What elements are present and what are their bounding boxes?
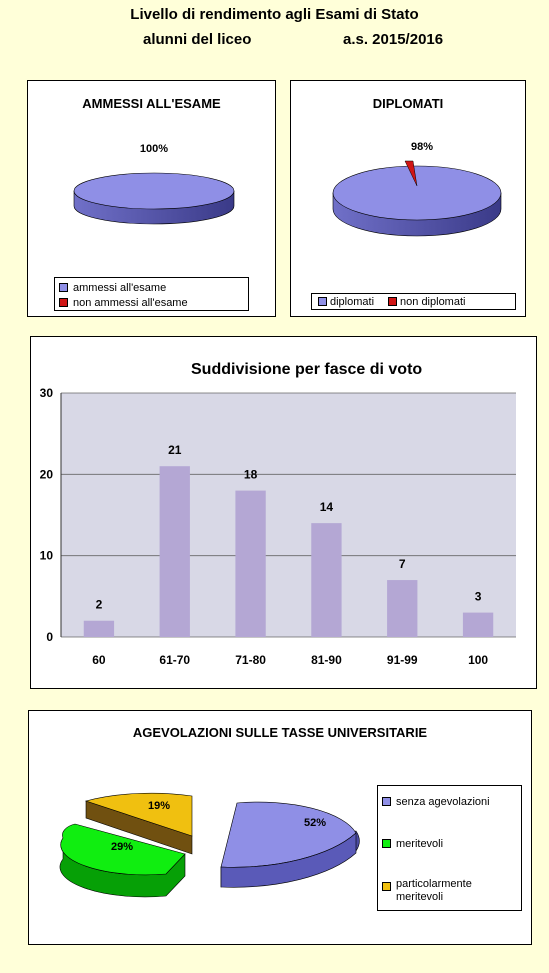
legend-label: senza agevolazioni bbox=[396, 795, 490, 808]
x-tick-label: 81-90 bbox=[311, 653, 342, 667]
bar bbox=[235, 490, 266, 637]
chart-title: AMMESSI ALL'ESAME bbox=[82, 96, 221, 111]
y-tick-label: 20 bbox=[40, 467, 54, 481]
legend-swatch bbox=[388, 297, 398, 306]
non-diplomati-slice bbox=[404, 160, 418, 187]
particolarmente-data-label: 19% bbox=[148, 800, 170, 812]
ammessi-pie-svg: 100% bbox=[73, 143, 235, 225]
bar-data-label: 3 bbox=[475, 590, 482, 604]
diplomati-data-label: 98% bbox=[411, 141, 433, 153]
diplomati-chart-panel: DIPLOMATI 98% diplomati non diplomati bbox=[290, 80, 526, 317]
legend-label: diplomati bbox=[330, 295, 375, 308]
plot-area bbox=[61, 393, 516, 637]
page-title: Livello di rendimento agli Esami di Stat… bbox=[130, 6, 419, 23]
legend-label: non diplomati bbox=[400, 295, 466, 308]
x-tick-label: 61-70 bbox=[159, 653, 190, 667]
diplomati-legend: diplomati non diplomati bbox=[311, 293, 516, 310]
x-tick-label: 91-99 bbox=[387, 653, 418, 667]
y-tick-label: 0 bbox=[46, 630, 53, 644]
legend-swatch bbox=[59, 298, 68, 307]
senza-agevolazioni-slice-front bbox=[220, 832, 357, 888]
legend-item: senza agevolazioni bbox=[378, 794, 490, 809]
bar-data-label: 18 bbox=[244, 468, 258, 482]
voto-bar-svg: 0 10 20 30 2 60 21 61-70 18 71-80 14 81-90 7 91-99 3 10… bbox=[40, 386, 516, 667]
legend-label: particolarmente meritevoli bbox=[396, 878, 472, 903]
bar bbox=[83, 620, 115, 637]
x-tick-label: 71-80 bbox=[235, 653, 266, 667]
bar-data-label: 2 bbox=[96, 598, 103, 612]
x-tick-label: 100 bbox=[468, 653, 488, 667]
legend-label: non ammessi all'esame bbox=[73, 296, 188, 309]
legend-swatch bbox=[382, 797, 391, 806]
bar bbox=[387, 580, 418, 637]
bar bbox=[462, 612, 494, 637]
y-tick-label: 10 bbox=[40, 549, 54, 563]
subtitle-right: a.s. 2015/2016 bbox=[343, 31, 444, 48]
agevolazioni-pie-svg: 52% 29% 19% bbox=[59, 792, 360, 898]
legend-label: meritevoli bbox=[396, 837, 444, 850]
chart-title: DIPLOMATI bbox=[372, 96, 444, 111]
ammessi-chart-panel: AMMESSI ALL'ESAME 100% ammessi all'esame… bbox=[27, 80, 276, 317]
y-tick-label: 30 bbox=[40, 386, 54, 400]
meritevoli-slice bbox=[60, 823, 186, 876]
legend-swatch bbox=[382, 882, 391, 891]
agevolazioni-chart-panel: AGEVOLAZIONI SULLE TASSE UNIVERSITARIE 5… bbox=[28, 710, 532, 945]
legend-item: ammessi all'esame bbox=[55, 280, 248, 295]
page-subtitle: alunni del liceo a.s. 2015/2016 bbox=[0, 31, 549, 51]
legend-label: ammessi all'esame bbox=[73, 281, 167, 294]
legend-swatch bbox=[318, 297, 327, 306]
legend-item: non ammessi all'esame bbox=[55, 295, 248, 310]
ammessi-data-label: 100% bbox=[140, 143, 168, 155]
ammessi-slice bbox=[73, 172, 235, 210]
particolarmente-slice bbox=[84, 792, 193, 837]
ammessi-legend: ammessi all'esame non ammessi all'esame bbox=[54, 277, 249, 311]
diplomati-slice bbox=[332, 165, 502, 221]
agevolazioni-legend: senza agevolazioni meritevoli particolar… bbox=[377, 785, 522, 911]
diplomati-pie-svg: 98% bbox=[332, 141, 502, 237]
legend-item: meritevoli bbox=[378, 836, 443, 851]
x-tick-label: 60 bbox=[92, 653, 106, 667]
chart-title: AGEVOLAZIONI SULLE TASSE UNIVERSITARIE bbox=[132, 725, 428, 740]
bar-data-label: 14 bbox=[320, 500, 334, 514]
senza-data-label: 52% bbox=[304, 817, 326, 829]
meritevoli-data-label: 29% bbox=[111, 841, 133, 853]
bar bbox=[159, 466, 190, 637]
voto-chart-panel: Suddivisione per fasce di voto 0 10 20 30 2 6… bbox=[30, 336, 537, 689]
legend-item: particolarmente meritevoli bbox=[378, 878, 496, 904]
chart-title: Suddivisione per fasce di voto bbox=[191, 361, 423, 378]
legend-swatch bbox=[59, 283, 68, 292]
legend-row: diplomati non diplomati bbox=[312, 294, 515, 309]
bar bbox=[311, 523, 342, 637]
bar-data-label: 21 bbox=[168, 443, 182, 457]
subtitle-left: alunni del liceo bbox=[143, 31, 252, 48]
bar-data-label: 7 bbox=[399, 557, 406, 571]
legend-swatch bbox=[382, 839, 391, 848]
